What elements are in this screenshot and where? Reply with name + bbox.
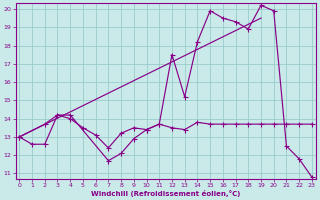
X-axis label: Windchill (Refroidissement éolien,°C): Windchill (Refroidissement éolien,°C) — [91, 190, 240, 197]
